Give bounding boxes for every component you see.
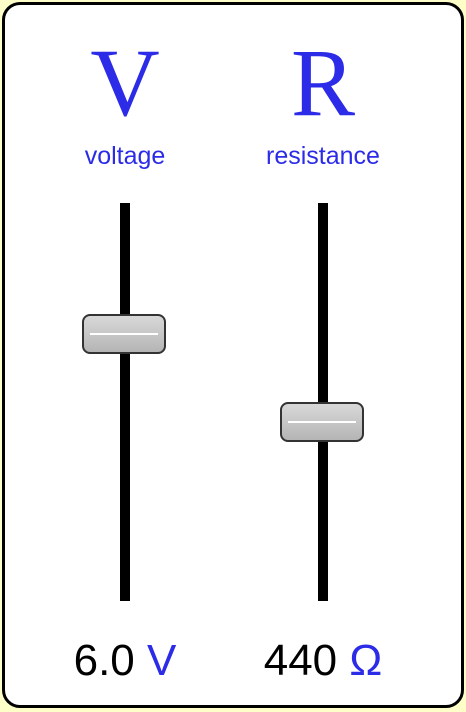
resistance-slider-thumb[interactable] <box>280 401 364 442</box>
voltage-slider-track[interactable] <box>120 203 130 601</box>
voltage-readout: 6.0 V <box>25 633 225 689</box>
voltage-control: V voltage 6.0 V <box>25 5 225 705</box>
thumb-grip-line <box>90 333 158 336</box>
voltage-unit: V <box>147 636 177 685</box>
resistance-control: R resistance 440 Ω <box>223 5 423 705</box>
voltage-symbol: V <box>90 29 160 136</box>
voltage-label: voltage <box>84 142 166 170</box>
resistance-unit: Ω <box>349 636 383 685</box>
thumb-grip-line <box>288 420 356 423</box>
voltage-value: 6.0 <box>73 636 135 685</box>
resistance-symbol: R <box>290 29 356 136</box>
resistance-readout: 440 Ω <box>223 633 423 689</box>
resistance-value: 440 <box>263 636 338 685</box>
resistance-label: resistance <box>266 142 380 170</box>
voltage-slider-thumb[interactable] <box>82 314 166 355</box>
